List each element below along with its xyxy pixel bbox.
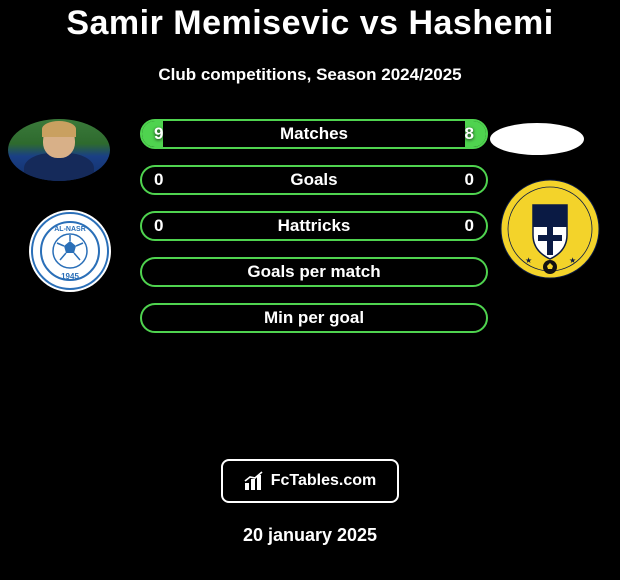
club-left-year: 1945 bbox=[61, 272, 79, 281]
stat-row: 9 Matches 8 bbox=[140, 119, 488, 149]
stat-label: Matches bbox=[280, 124, 348, 144]
stat-label: Goals bbox=[290, 170, 337, 190]
comparison-area: AL-NASR 1945 bbox=[0, 119, 620, 459]
subtitle: Club competitions, Season 2024/2025 bbox=[0, 65, 620, 85]
svg-text:★: ★ bbox=[525, 256, 532, 265]
stat-label: Hattricks bbox=[278, 216, 351, 236]
stat-right-value: 0 bbox=[465, 170, 474, 190]
svg-text:AL-NASR: AL-NASR bbox=[54, 226, 86, 233]
club-right-badge: ★ ★ bbox=[500, 179, 600, 279]
chart-icon bbox=[244, 471, 266, 491]
stat-row: 0 Goals 0 bbox=[140, 165, 488, 195]
brand-text: FcTables.com bbox=[271, 472, 377, 490]
stat-left-value: 9 bbox=[154, 124, 163, 144]
stat-row: 0 Hattricks 0 bbox=[140, 211, 488, 241]
player-left-photo bbox=[8, 119, 110, 181]
stat-right-value: 0 bbox=[465, 216, 474, 236]
brand-logo-box: FcTables.com bbox=[221, 459, 399, 503]
club-right-svg: ★ ★ bbox=[500, 179, 600, 279]
stat-rows: 9 Matches 8 0 Goals 0 0 Hattricks 0 Goals per mat… bbox=[140, 119, 488, 349]
stat-left-value: 0 bbox=[154, 170, 163, 190]
page-title: Samir Memisevic vs Hashemi bbox=[0, 4, 620, 43]
club-left-svg: AL-NASR 1945 bbox=[28, 209, 112, 293]
player-left-hair bbox=[42, 121, 76, 137]
stat-row: Goals per match bbox=[140, 257, 488, 287]
svg-text:★: ★ bbox=[569, 256, 576, 265]
infographic-container: Samir Memisevic vs Hashemi Club competit… bbox=[0, 0, 620, 546]
footer-date: 20 january 2025 bbox=[0, 525, 620, 546]
stat-row: Min per goal bbox=[140, 303, 488, 333]
stat-right-value: 8 bbox=[465, 124, 474, 144]
stat-label: Min per goal bbox=[264, 308, 364, 328]
club-left-badge: AL-NASR 1945 bbox=[28, 209, 112, 293]
player-right-photo bbox=[490, 123, 584, 155]
stat-left-value: 0 bbox=[154, 216, 163, 236]
stat-label: Goals per match bbox=[247, 262, 380, 282]
